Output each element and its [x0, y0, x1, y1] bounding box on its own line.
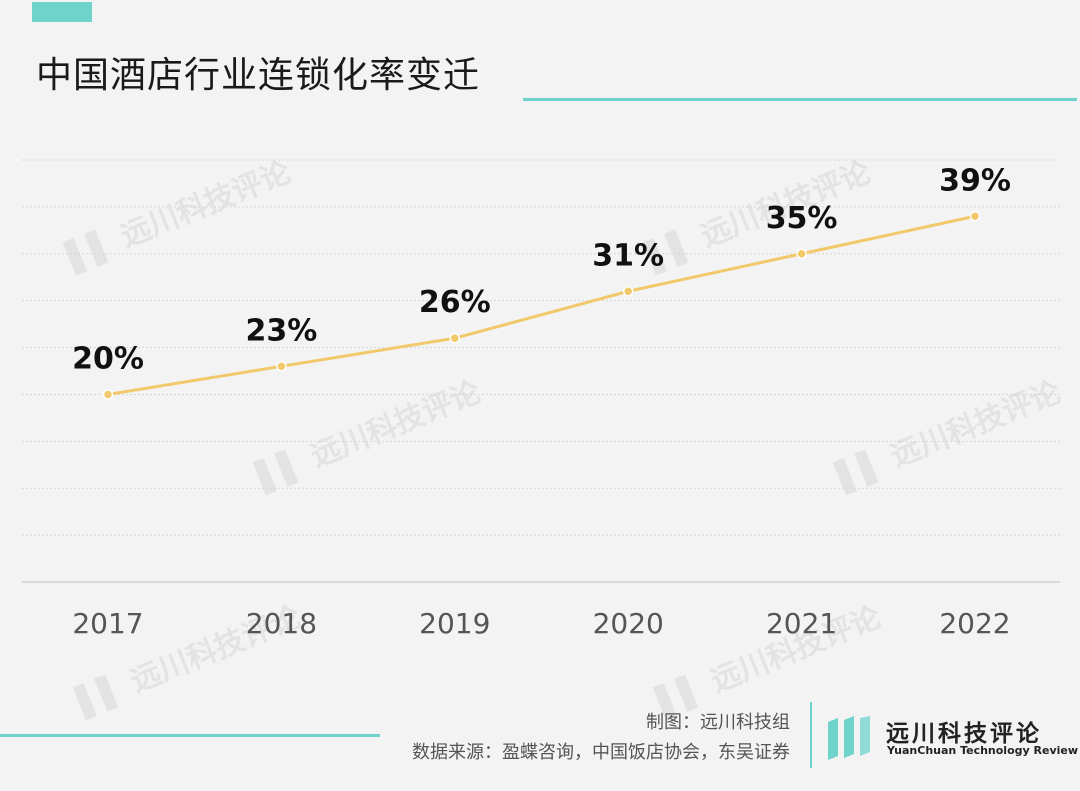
title-underline [523, 98, 1077, 101]
data-point [449, 332, 461, 344]
footer-divider [810, 702, 812, 768]
brand-subtitle: YuanChuan Technology Review [887, 744, 1079, 757]
brand-logo-icon [828, 716, 870, 760]
x-tick-label: 2019 [419, 607, 490, 640]
brand-name: 远川科技评论 [886, 721, 1042, 747]
x-tick-label: 2022 [939, 607, 1010, 640]
data-label: 35% [766, 201, 838, 236]
x-tick-label: 2018 [246, 607, 317, 640]
data-point [102, 389, 114, 400]
chart-title: 中国酒店行业连锁化率变迁 [36, 55, 481, 96]
data-point [969, 211, 981, 222]
data-label: 20% [72, 341, 144, 376]
x-tick-label: 2017 [72, 607, 143, 640]
data-point [796, 248, 807, 260]
data-label: 31% [592, 238, 664, 273]
x-tick-label: 2021 [766, 607, 837, 640]
x-tick-label: 2020 [593, 607, 664, 640]
series-line [106, 214, 977, 396]
header-accent-block [32, 2, 92, 22]
data-point [276, 361, 287, 372]
data-point [622, 286, 634, 297]
data-source: 数据来源：盈蝶咨询，中国饭店协会，东吴证券 [412, 742, 790, 763]
data-label: 39% [939, 163, 1011, 198]
data-label: 23% [245, 313, 317, 348]
data-label: 26% [419, 285, 491, 320]
chart-credit: 制图：远川科技组 [646, 712, 790, 733]
line-chart: 20% 2017 23% 2018 26% 2019 31% 2020 35% 2021 39% 20… [22, 159, 1060, 640]
footer-accent-line [0, 734, 380, 737]
